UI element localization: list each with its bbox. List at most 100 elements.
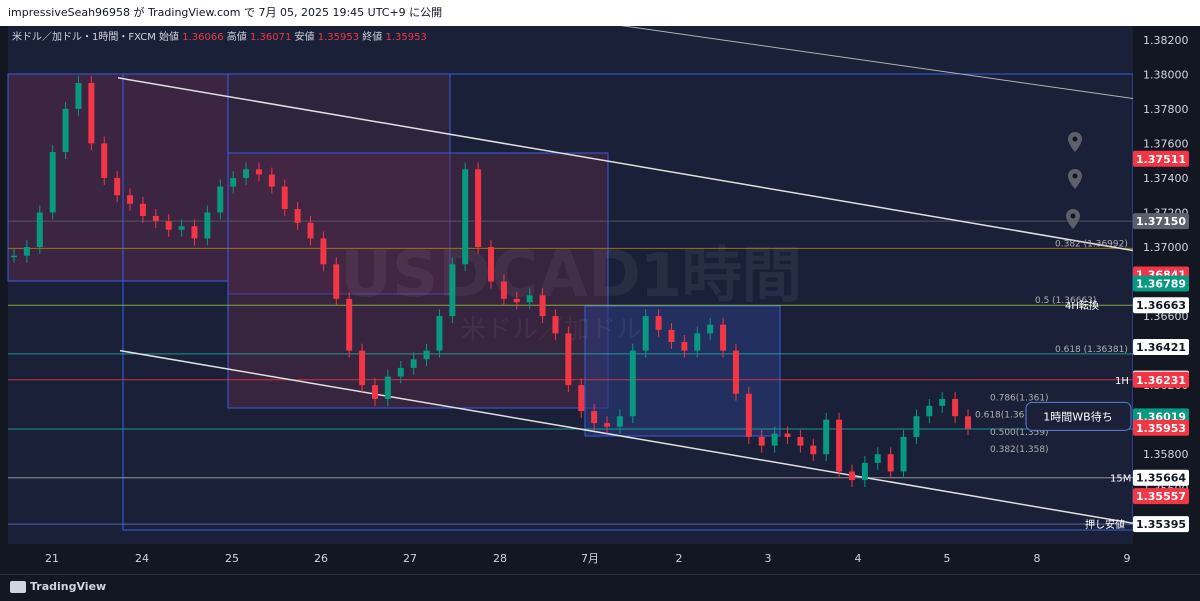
chart-legend: 米ドル／加ドル・1時間・FXCM 始値 1.36066 高値 1.36071 安… xyxy=(12,28,427,43)
x-tick-label: 26 xyxy=(314,552,328,565)
fib-label: 0.382 (1.36992) xyxy=(1055,239,1128,249)
chart-canvas[interactable]: USDCAD 1時間米ドル／加ドル1.382001.380001.378001.3… xyxy=(0,26,1200,575)
annotation-label: 4H転換 xyxy=(1065,300,1099,312)
candle-body xyxy=(204,212,211,239)
candle-body xyxy=(268,174,275,187)
y-tick-label: 1.35800 xyxy=(1143,448,1189,461)
fib-label: 0.618 (1.36381) xyxy=(1055,345,1128,355)
candle-body xyxy=(23,247,30,256)
x-tick-label: 4 xyxy=(855,552,862,565)
fib-label: 0.618(1.36) xyxy=(975,411,1028,421)
candle-body xyxy=(397,367,404,377)
price-tag-label: 1.37150 xyxy=(1136,215,1186,228)
y-tick-label: 1.38000 xyxy=(1143,68,1189,81)
y-tick-label: 1.37600 xyxy=(1143,137,1189,150)
x-tick-label: 9 xyxy=(1124,552,1131,565)
publish-text: impressiveSeah96958 が TradingView.com で … xyxy=(8,6,443,19)
publish-info-bar: impressiveSeah96958 が TradingView.com で … xyxy=(0,0,1200,26)
price-tag xyxy=(1133,297,1189,314)
candle-body xyxy=(49,152,56,213)
candle-body xyxy=(423,350,430,360)
candle-body xyxy=(320,238,327,265)
candle-body xyxy=(578,385,585,412)
x-tick-label: 27 xyxy=(403,552,417,565)
candle-body xyxy=(230,177,237,187)
candle-body xyxy=(436,316,443,351)
candle-body xyxy=(797,436,804,446)
y-tick-label: 1.37400 xyxy=(1143,172,1189,185)
candle-body xyxy=(874,454,881,463)
candle-body xyxy=(745,393,752,437)
candle-body xyxy=(694,333,701,351)
price-tag-label: 1.35664 xyxy=(1136,472,1186,485)
x-tick-label: 5 xyxy=(944,552,951,565)
candle-body xyxy=(178,226,185,230)
candle-body xyxy=(410,359,417,368)
annotation-label: 押し安値 xyxy=(1085,518,1125,531)
candle-body xyxy=(462,169,469,265)
candle-body xyxy=(114,177,121,196)
symbol-label[interactable]: 米ドル／加ドル・1時間・FXCM xyxy=(12,32,156,43)
candle-body xyxy=(836,419,843,472)
low-label: 安値 xyxy=(294,32,315,43)
candle-body xyxy=(861,462,868,481)
price-tag-label: 1.36663 xyxy=(1136,299,1186,312)
candle-body xyxy=(939,398,946,406)
high-label: 高値 xyxy=(226,32,247,43)
candle-body xyxy=(552,316,559,334)
candle-body xyxy=(913,416,920,437)
candle-body xyxy=(165,221,172,230)
candle-body xyxy=(475,169,482,248)
location-pin-icon[interactable] xyxy=(1066,131,1084,153)
price-tag xyxy=(1133,338,1189,355)
candle-body xyxy=(307,222,314,239)
candle-body xyxy=(629,350,636,417)
high-value: 1.36071 xyxy=(249,32,292,43)
candle-body xyxy=(449,264,456,317)
location-pin-icon[interactable] xyxy=(1064,208,1082,230)
fib-label: 0.500(1.359) xyxy=(990,428,1049,438)
candle-body xyxy=(75,82,82,109)
candle-body xyxy=(565,333,572,386)
location-pin-icon[interactable] xyxy=(1066,168,1084,190)
candle-body xyxy=(539,295,546,317)
annotation-label: 15M xyxy=(1110,474,1131,485)
close-value: 1.35953 xyxy=(385,32,427,43)
time-axis xyxy=(0,544,1200,575)
price-tag-label: 1.37511 xyxy=(1136,153,1186,166)
x-tick-label: 2 xyxy=(676,552,683,565)
y-tick-label: 1.37000 xyxy=(1143,241,1189,254)
watermark-interval: 1時間 xyxy=(640,241,802,311)
logo-text: TradingView xyxy=(30,580,107,593)
candle-body xyxy=(152,215,159,222)
trend-line-top xyxy=(620,26,1134,100)
candle-body xyxy=(488,247,494,282)
candle-body xyxy=(655,316,662,330)
tradingview-logo[interactable]: TradingView xyxy=(10,580,106,593)
close-label: 終値 xyxy=(362,32,383,43)
candle-body xyxy=(333,264,340,299)
candle-body xyxy=(810,445,817,455)
price-tag xyxy=(1133,371,1189,388)
fib-label: 0.382(1.358) xyxy=(990,445,1049,455)
candle-body xyxy=(604,423,611,427)
candle-body xyxy=(359,350,366,386)
candle-body xyxy=(926,405,933,417)
annotation-box xyxy=(1025,401,1132,431)
candle-body xyxy=(591,411,598,424)
y-tick-label: 1.37800 xyxy=(1143,103,1189,116)
footer-bar: TradingView xyxy=(0,574,1200,601)
candle-body xyxy=(384,376,391,399)
candle-body xyxy=(139,203,146,216)
supply-zone xyxy=(227,152,609,409)
candle-body xyxy=(62,108,69,153)
candle-body xyxy=(668,329,675,342)
chart-area[interactable]: USDCAD 1時間 米ドル／加ドル 1.38200 1.38000 1.37800 1.3… xyxy=(0,26,1200,601)
x-tick-label: 25 xyxy=(225,552,239,565)
candle-body xyxy=(500,281,507,299)
fib-label: 0.5 (1.36663) xyxy=(1035,296,1096,306)
candle-body xyxy=(758,436,765,446)
x-tick-label: 7月 xyxy=(581,552,599,565)
candle-body xyxy=(11,255,17,258)
price-tag xyxy=(1133,419,1189,436)
